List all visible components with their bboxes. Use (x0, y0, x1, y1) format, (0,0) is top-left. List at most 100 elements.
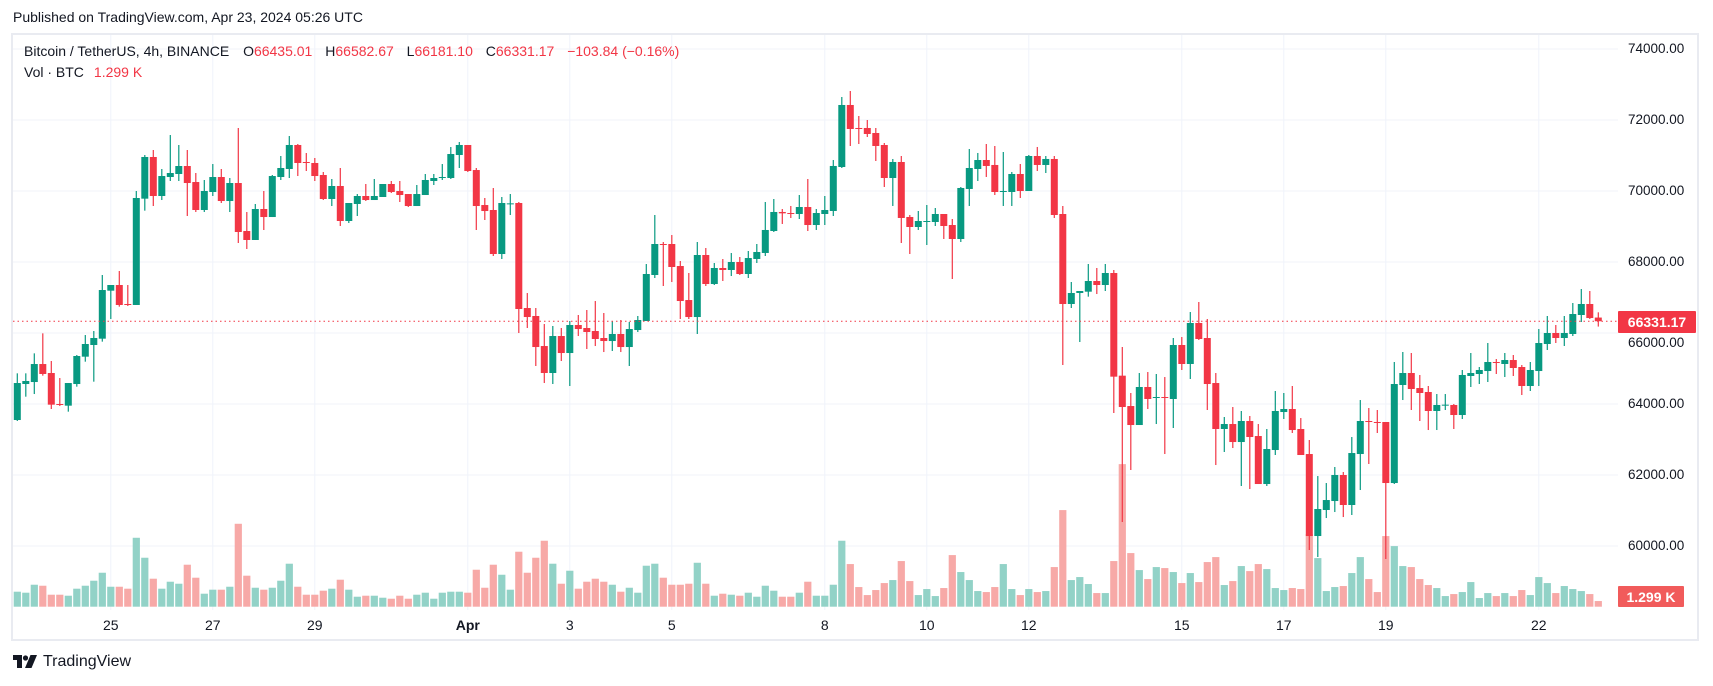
candle (1161, 377, 1169, 455)
volume-bar (1263, 569, 1271, 607)
candle-body (1526, 369, 1534, 387)
volume-bar (1518, 590, 1526, 607)
candle (1059, 205, 1067, 365)
candle (617, 320, 625, 353)
volume-bar (1526, 595, 1534, 607)
volume-bar (217, 589, 225, 607)
candle-body (1169, 344, 1177, 399)
candle (642, 264, 650, 322)
candle (1373, 409, 1381, 434)
candle-body (1552, 333, 1560, 339)
candle (362, 184, 370, 202)
candle-body (668, 244, 676, 268)
candle (693, 242, 701, 334)
candle (872, 127, 880, 162)
volume-bar (226, 586, 234, 607)
candle-body (1535, 343, 1543, 372)
candle (370, 179, 378, 201)
legend-low-label: L (406, 43, 415, 59)
volume-bar (991, 587, 999, 607)
candle (838, 96, 846, 168)
candle-body (1348, 453, 1356, 505)
volume-bar (668, 584, 676, 607)
volume-bar (1025, 589, 1033, 607)
candle (1254, 424, 1262, 485)
tradingview-logo[interactable]: TradingView (13, 653, 131, 671)
volume-bar (821, 595, 829, 607)
candle (268, 174, 276, 218)
published-caption: Published on TradingView.com, Apr 23, 20… (13, 9, 363, 25)
candle (523, 293, 531, 328)
candle-body (1356, 421, 1364, 455)
candle-body (1135, 386, 1143, 426)
candle (1458, 369, 1466, 420)
candle-body (13, 383, 21, 421)
price-tick-label: 72000.00 (1628, 112, 1685, 127)
volume-bar (413, 594, 421, 607)
candle (795, 195, 803, 220)
candle (787, 205, 795, 218)
candle (251, 203, 259, 240)
candle (515, 202, 523, 334)
candle-body (30, 364, 38, 383)
volume-bar (1382, 536, 1390, 607)
volume-bar (1390, 546, 1398, 607)
candle (889, 158, 897, 206)
candle (557, 327, 565, 362)
candle (702, 248, 710, 286)
candle-body (1594, 317, 1602, 322)
candle-body (1178, 344, 1186, 364)
volume-bar (1169, 572, 1177, 607)
candle (1501, 352, 1509, 378)
candle-body (1118, 375, 1126, 408)
volume-bar (81, 585, 89, 607)
candle-body (47, 373, 55, 405)
volume-bar (98, 572, 106, 607)
candle-body (413, 194, 421, 207)
candle (999, 151, 1007, 206)
candle (566, 321, 574, 387)
candle (1195, 302, 1203, 340)
volume-bar (56, 594, 64, 607)
price-tick-label: 68000.00 (1628, 254, 1685, 269)
candle (234, 127, 242, 244)
legend-volume-label[interactable]: Vol · BTC (24, 64, 84, 80)
candle-body (999, 191, 1007, 192)
candle-body (1263, 449, 1271, 485)
volume-bar (838, 540, 846, 607)
candle (404, 194, 412, 208)
legend-symbol[interactable]: Bitcoin / TetherUS, 4h, BINANCE (24, 43, 230, 59)
price-tick-label: 60000.00 (1628, 538, 1685, 553)
volume-bar (957, 572, 965, 607)
candle-body (625, 329, 633, 348)
volume-bar (532, 557, 540, 607)
volume-bar (141, 557, 149, 607)
candle (1526, 362, 1534, 392)
candle (447, 147, 455, 180)
volume-bar (1271, 588, 1279, 607)
candle (506, 194, 514, 215)
time-tick-label: 22 (1531, 617, 1547, 633)
legend-open-value: 66435.01 (253, 43, 313, 59)
volume-bar (251, 587, 259, 607)
candle-body (770, 211, 778, 232)
candle-body (464, 144, 472, 172)
candle-body (438, 177, 446, 179)
candle-body (1577, 303, 1585, 316)
candle (991, 145, 999, 196)
volume-bar (1535, 577, 1543, 607)
candle (1093, 267, 1101, 295)
candle (396, 180, 404, 203)
candle-body (608, 333, 616, 342)
candle (430, 173, 438, 186)
candle (676, 261, 684, 320)
volume-bar (676, 584, 684, 607)
candle-body (1280, 409, 1288, 413)
candle-body (676, 266, 684, 302)
tradingview-logo-text: TradingView (43, 653, 132, 670)
candle-body (1076, 291, 1084, 293)
volume-bar (600, 581, 608, 607)
candle (132, 191, 140, 305)
candle-body (1229, 424, 1237, 443)
